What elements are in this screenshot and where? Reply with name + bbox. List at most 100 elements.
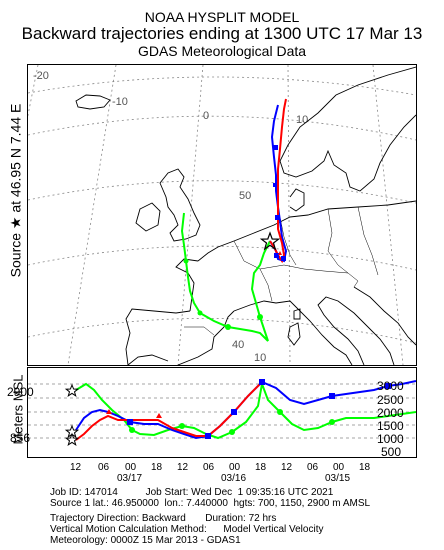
- marker-green: [257, 314, 263, 320]
- grid-label: -20: [33, 70, 49, 82]
- title-line-2: Backward trajectories ending at 1300 UTC…: [21, 24, 423, 43]
- profile-source-stars: [64, 383, 80, 446]
- longitude-line: [67, 65, 117, 365]
- profile-red: [75, 381, 263, 441]
- border-germany-west: [279, 216, 297, 266]
- marker-blue: [275, 215, 280, 220]
- coast-balkans: [353, 286, 416, 346]
- time-tick: 12: [177, 462, 189, 473]
- marker-green: [329, 419, 335, 425]
- country-borders: [184, 206, 379, 336]
- border-poland: [357, 206, 379, 276]
- footer-meteorology-line: Meteorology: 0000Z 15 Mar 2013 - GDAS1: [50, 535, 241, 546]
- marker-red: [106, 409, 112, 414]
- border-germany-east: [327, 208, 339, 266]
- footer-method-line: Vertical Motion Calculation Method: Mode…: [50, 524, 324, 535]
- source-star-icon: [259, 231, 281, 251]
- source-location-label: Source ★ at 46.95 N 7.44 E: [7, 103, 24, 278]
- time-tick: 18: [255, 462, 267, 473]
- marker-blue: [281, 256, 286, 261]
- vertical-profile: 3000 2500 2000 1500 1000 500: [27, 367, 417, 458]
- marker-green: [229, 429, 235, 435]
- grid-label: -10: [112, 96, 128, 108]
- level-label: 2000: [377, 406, 404, 420]
- footer-job-line: Job ID: 147014 Job Start: Wed Dec 1 09:3…: [50, 487, 334, 498]
- longitude-line: [287, 65, 291, 365]
- marker-blue: [259, 379, 265, 385]
- marker-red: [278, 251, 282, 255]
- time-tick: 00: [125, 462, 137, 473]
- date-tick: 03/16: [221, 473, 247, 484]
- star-icon: [64, 432, 80, 446]
- time-tick: 12: [70, 462, 82, 473]
- level-label: 500: [381, 445, 402, 458]
- coast-ireland: [135, 202, 161, 232]
- footer-direction-line: Trajectory Direction: Backward Duration:…: [50, 513, 277, 524]
- time-tick: 06: [307, 462, 319, 473]
- grid-label: 50: [239, 190, 251, 202]
- marker-blue: [329, 393, 335, 399]
- marker-green: [129, 427, 135, 433]
- level-label: 3000: [377, 379, 404, 393]
- longitude-line: [372, 65, 404, 365]
- border-austria: [337, 264, 359, 288]
- title-line-1: NOAA HYSPLIT MODEL: [144, 9, 300, 25]
- profile-blue: [75, 380, 416, 440]
- time-tick: 00: [333, 462, 345, 473]
- time-tick: 06: [98, 462, 110, 473]
- marker-blue: [273, 145, 278, 150]
- coast-north-europe: [197, 200, 416, 262]
- coast-iceland: [75, 94, 111, 110]
- time-tick: 06: [203, 462, 215, 473]
- marker-green: [197, 310, 203, 316]
- marker-blue: [205, 433, 211, 439]
- coast-italy-east: [317, 296, 395, 365]
- profile-markers: [106, 379, 391, 439]
- longitude-line: [177, 65, 204, 365]
- grid-label: 10: [254, 352, 266, 364]
- coast-denmark: [289, 188, 305, 212]
- time-tick: 12: [281, 462, 293, 473]
- map-canvas: -20 -10 0 10 50 40 10: [28, 65, 416, 365]
- date-tick: 03/17: [117, 473, 143, 484]
- footer-source-line: Source 1 lat.: 46.950000 lon.: 7.440000 …: [50, 498, 371, 509]
- time-tick: 00: [229, 462, 241, 473]
- trajectory-red: [269, 98, 287, 264]
- coast-great-britain: [159, 168, 201, 242]
- latitude-line: [28, 245, 416, 271]
- level-label: 2500: [377, 393, 404, 407]
- date-tick: 03/15: [325, 473, 351, 484]
- marker-blue: [385, 383, 391, 389]
- coast-sardinia: [287, 322, 301, 346]
- level-label: 1500: [377, 419, 404, 433]
- marker-green: [277, 409, 283, 415]
- title-line-3: GDAS Meteorological Data: [137, 43, 307, 59]
- level-label: 1000: [377, 432, 404, 446]
- border-alps: [259, 264, 349, 274]
- latitude-line: [28, 76, 416, 96]
- border-spain-portugal: [184, 326, 215, 336]
- grid-label: 40: [232, 339, 244, 351]
- coastlines: [75, 66, 416, 365]
- marker-blue: [274, 253, 279, 258]
- time-tick: 18: [151, 462, 163, 473]
- marker-green: [183, 258, 189, 264]
- coast-iberia-west: [125, 308, 191, 365]
- marker-green: [179, 423, 185, 429]
- star-icon: [64, 383, 80, 397]
- trajectory-markers: [183, 145, 286, 330]
- marker-blue: [231, 409, 237, 415]
- longitude-line: [28, 65, 39, 118]
- trajectory-green: [180, 212, 271, 342]
- coast-corsica: [293, 308, 301, 320]
- grid-label: 0: [203, 110, 209, 122]
- coast-italy-west: [233, 300, 353, 365]
- start-height-label: 856: [10, 431, 31, 445]
- coast-north-africa: [127, 354, 169, 365]
- latitude-line: [28, 115, 416, 141]
- marker-blue: [127, 419, 133, 425]
- coast-iberia-east: [177, 310, 235, 365]
- profile-canvas: [28, 379, 416, 446]
- marker-red: [156, 413, 162, 418]
- profile-lines: [75, 380, 416, 441]
